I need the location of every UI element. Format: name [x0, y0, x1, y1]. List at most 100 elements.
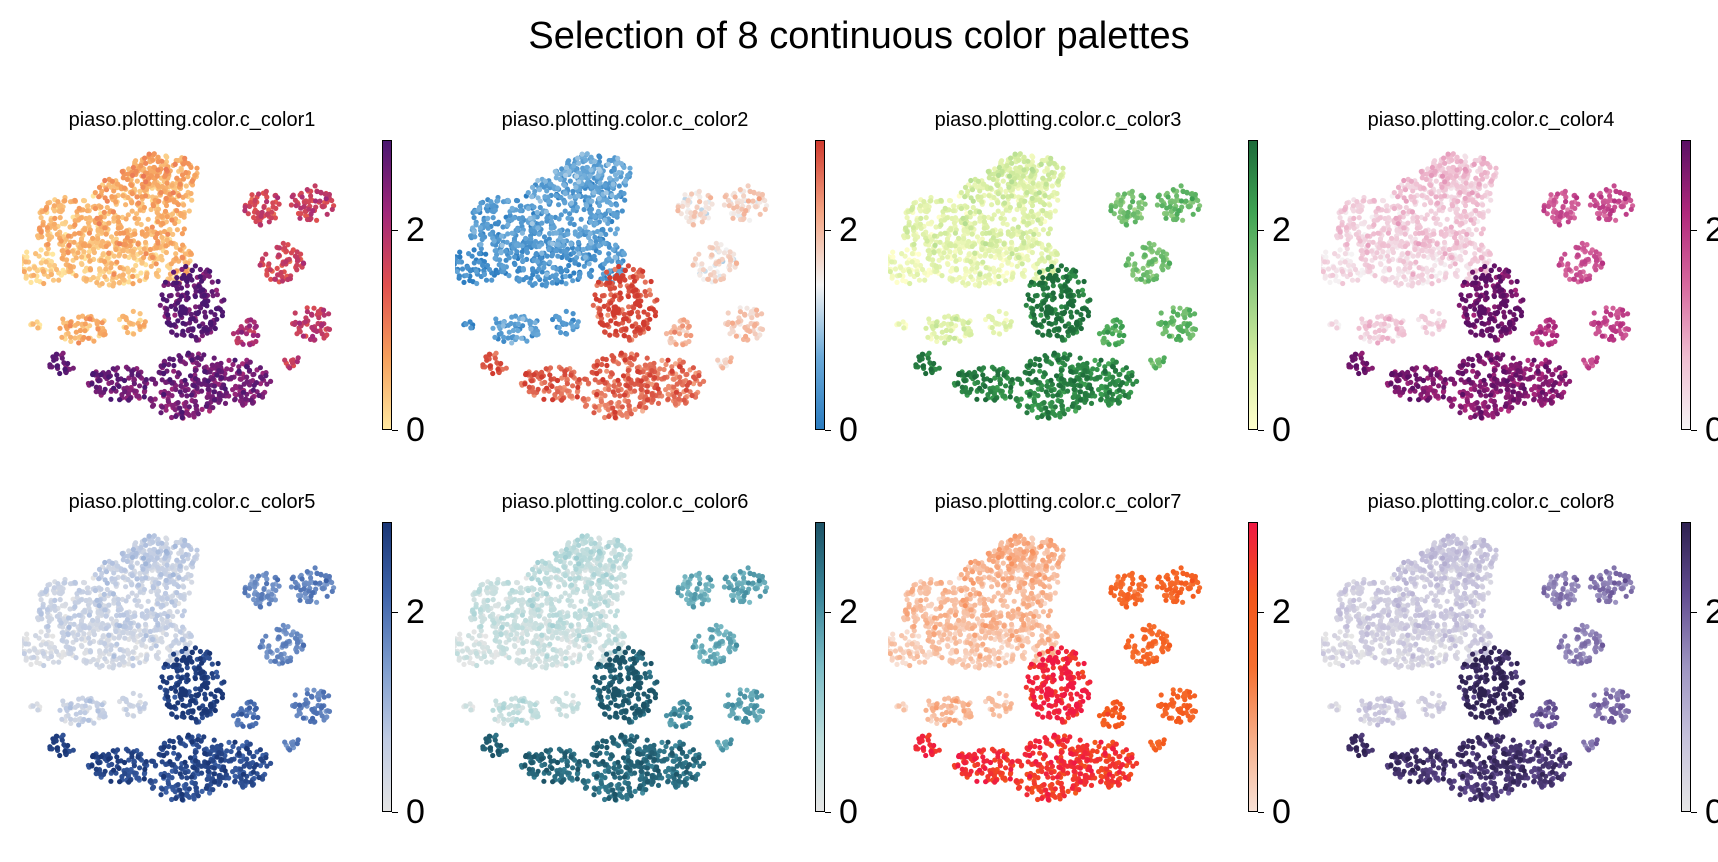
scatter-point — [593, 220, 599, 227]
scatter-point — [174, 280, 180, 286]
scatter-point — [700, 267, 706, 273]
scatter-point — [739, 199, 745, 205]
scatter-point — [119, 168, 125, 175]
scatter-point — [312, 198, 319, 204]
scatter-point — [647, 292, 653, 298]
scatter-point — [504, 239, 510, 245]
scatter-point — [528, 236, 534, 242]
scatter-point — [949, 265, 956, 271]
scatter-point — [556, 202, 562, 208]
scatter-point — [998, 231, 1004, 237]
scatter-point — [622, 178, 628, 184]
scatter-point — [909, 206, 915, 213]
scatter-point — [58, 238, 64, 244]
scatter-point — [608, 318, 614, 324]
scatter-point — [52, 208, 58, 214]
scatter-point — [175, 318, 181, 324]
scatter-point — [952, 249, 958, 255]
colorbar — [382, 140, 392, 430]
scatter-point — [211, 383, 217, 389]
scatter-point — [708, 195, 714, 201]
scatter-point — [185, 295, 191, 301]
scatter-point — [239, 325, 245, 331]
scatter-point — [193, 304, 199, 310]
scatter-point — [938, 222, 944, 228]
scatter-point — [122, 314, 129, 321]
scatter-point — [722, 194, 728, 200]
scatter-point — [264, 381, 270, 387]
scatter-point — [184, 275, 190, 281]
scatter-point — [993, 243, 999, 249]
scatter-point — [135, 241, 141, 247]
scatter-point — [557, 176, 563, 182]
scatter-point — [574, 254, 580, 261]
scatter-point — [558, 391, 564, 397]
scatter-point — [117, 265, 123, 271]
scatter-point — [157, 302, 163, 308]
scatter-point — [125, 171, 131, 177]
scatter-point — [1042, 193, 1048, 199]
scatter-point — [602, 211, 609, 217]
scatter-point — [142, 384, 148, 390]
scatter-point — [1011, 216, 1017, 222]
scatter-point — [589, 369, 595, 375]
scatter-point — [582, 254, 589, 260]
scatter-point — [162, 173, 168, 179]
scatter-point — [562, 172, 569, 178]
scatter-point — [558, 366, 564, 372]
scatter-point — [692, 256, 699, 262]
scatter-point — [178, 304, 184, 310]
scatter-point — [125, 212, 131, 218]
scatter-point — [529, 378, 535, 384]
scatter-point — [470, 225, 476, 231]
scatter-point — [321, 307, 327, 313]
scatter-point — [1020, 173, 1026, 179]
scatter-point — [567, 194, 573, 200]
scatter-point — [109, 379, 115, 385]
scatter-point — [690, 262, 696, 268]
scatter-point — [205, 382, 211, 389]
scatter-point — [1025, 234, 1031, 240]
scatter-point — [267, 267, 273, 273]
scatter-point — [899, 251, 905, 257]
scatter-point — [129, 191, 135, 197]
scatter-point — [998, 215, 1004, 221]
scatter-point — [598, 398, 604, 405]
scatter-point — [326, 311, 332, 317]
scatter-point — [888, 256, 891, 262]
scatter-point — [82, 226, 88, 233]
scatter-point — [675, 204, 681, 210]
scatter-point — [539, 250, 545, 256]
scatter-point — [167, 356, 173, 362]
scatter-point — [683, 332, 689, 338]
scatter-point — [115, 225, 121, 231]
scatter-point — [251, 371, 257, 377]
scatter-point — [705, 215, 711, 221]
scatter-point — [120, 241, 127, 247]
scatter-point — [630, 266, 636, 273]
scatter-point — [991, 171, 997, 177]
scatter-point — [680, 199, 686, 206]
scatter-point — [505, 231, 511, 237]
colorbar-tick — [825, 230, 831, 231]
scatter-point — [111, 188, 117, 194]
scatter-point — [637, 303, 643, 309]
scatter-point — [275, 195, 281, 201]
scatter-point — [72, 335, 78, 341]
scatter-point — [108, 265, 114, 271]
scatter-point — [520, 316, 526, 322]
scatter-point — [673, 389, 679, 395]
scatter-point — [1014, 263, 1020, 269]
scatter-point — [615, 377, 621, 383]
scatter-point — [266, 261, 272, 267]
scatter-point — [188, 164, 194, 170]
scatter-point — [275, 272, 281, 278]
scatter-point — [115, 219, 121, 225]
scatter-point — [141, 204, 147, 211]
scatter-point — [165, 263, 171, 269]
scatter-point — [597, 306, 603, 312]
scatter-point — [498, 360, 504, 367]
scatter-point — [989, 216, 995, 222]
scatter-point — [322, 191, 328, 197]
scatter-point — [97, 272, 103, 278]
